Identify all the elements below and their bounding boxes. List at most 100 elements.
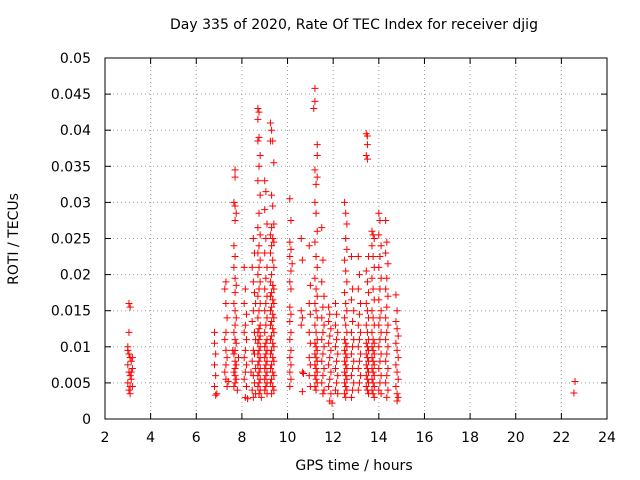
data-point (269, 383, 277, 391)
data-point (248, 357, 256, 365)
data-point (347, 393, 355, 401)
data-point (300, 370, 308, 378)
data-point (254, 292, 262, 300)
data-point (266, 350, 274, 358)
data-point (392, 318, 400, 326)
data-point (233, 386, 241, 394)
data-point (363, 132, 371, 140)
data-point (331, 343, 339, 351)
data-point (355, 336, 363, 344)
data-point (375, 386, 383, 394)
data-point (269, 235, 277, 242)
data-point (333, 310, 341, 318)
data-point (333, 336, 341, 344)
data-point (362, 151, 370, 159)
data-point (343, 220, 351, 228)
data-point (254, 137, 262, 145)
data-point (240, 328, 248, 336)
data-point (305, 328, 313, 336)
data-point (211, 339, 219, 347)
data-point (254, 328, 262, 336)
data-point (240, 375, 248, 383)
data-point (244, 395, 252, 403)
data-point (212, 372, 220, 380)
data-point (384, 343, 392, 351)
data-point (256, 278, 264, 286)
data-point (325, 383, 333, 391)
data-point (268, 332, 276, 340)
data-point (383, 393, 391, 401)
data-point (268, 318, 276, 326)
data-point (327, 368, 335, 376)
data-point (287, 285, 295, 293)
data-point (256, 151, 264, 159)
data-point (320, 292, 328, 300)
data-point (232, 339, 240, 347)
data-point (256, 332, 264, 340)
data-point (231, 289, 239, 297)
data-point (254, 115, 262, 123)
data-point (266, 278, 274, 286)
data-point (232, 281, 240, 289)
data-point (375, 263, 383, 271)
data-point (311, 238, 319, 246)
data-point (249, 278, 257, 286)
x-tick-label: 8 (237, 430, 246, 446)
data-point (241, 285, 249, 293)
data-point (270, 285, 278, 293)
data-point (261, 343, 269, 351)
x-tick-label: 2 (101, 430, 110, 446)
data-point (268, 271, 276, 279)
data-point (286, 278, 294, 286)
x-tick-label: 4 (146, 430, 155, 446)
data-point (255, 325, 263, 333)
data-point (229, 346, 237, 354)
data-point (231, 274, 239, 282)
data-point (223, 383, 231, 391)
x-tick-label: 12 (324, 430, 342, 446)
data-point (262, 274, 270, 282)
data-point (231, 364, 239, 372)
data-point (248, 263, 256, 271)
x-tick-label: 18 (461, 430, 479, 446)
data-point (254, 105, 262, 113)
data-point (342, 321, 350, 329)
data-point (370, 235, 378, 242)
x-tick-label: 20 (507, 430, 525, 446)
data-point (250, 289, 258, 297)
data-point (232, 314, 240, 322)
data-point (270, 314, 278, 322)
data-point (369, 390, 377, 398)
data-point (230, 198, 238, 206)
data-point (221, 336, 229, 344)
data-point (269, 202, 277, 210)
data-point (320, 321, 328, 329)
data-point (363, 141, 371, 149)
data-point (263, 314, 271, 322)
data-point (255, 162, 263, 170)
data-point (383, 350, 391, 358)
data-point (343, 307, 351, 315)
data-point (319, 256, 327, 264)
data-point (305, 242, 313, 250)
data-point (306, 281, 314, 289)
data-point (268, 346, 276, 354)
data-point (369, 357, 377, 365)
data-point (230, 299, 238, 307)
data-point (375, 364, 383, 372)
data-point (268, 191, 276, 199)
data-point (268, 375, 276, 383)
data-point (368, 354, 376, 362)
data-point (369, 368, 377, 376)
data-point (255, 357, 263, 365)
data-point (221, 368, 229, 376)
data-point (286, 238, 294, 246)
data-point (211, 328, 219, 336)
data-point (382, 285, 390, 293)
data-point (222, 299, 230, 307)
data-point (384, 364, 392, 372)
data-point (247, 368, 255, 376)
data-point (383, 372, 391, 380)
data-point (268, 242, 276, 250)
